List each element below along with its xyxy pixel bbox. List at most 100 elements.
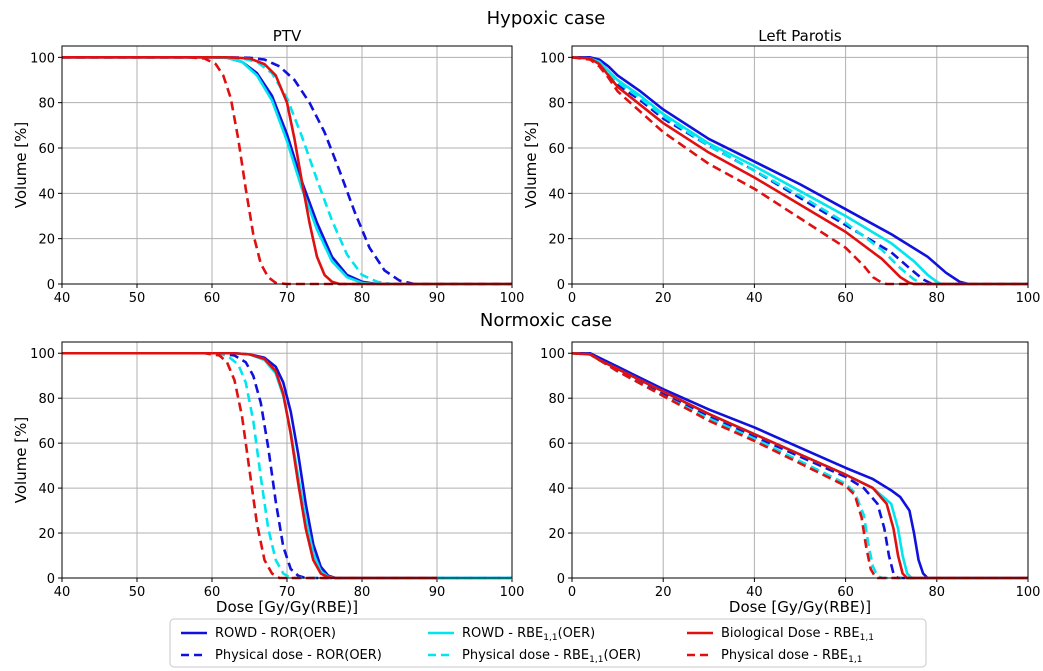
y-tick-label: 60 [548, 437, 565, 452]
x-tick-label: 60 [204, 585, 221, 600]
axes-frame [61, 341, 513, 579]
y-tick-label: 0 [47, 278, 55, 293]
x-tick-label: 40 [54, 585, 71, 600]
y-tick-label: 40 [38, 187, 55, 202]
series-line-4 [571, 351, 1028, 580]
legend-entry: Biological Dose - RBE1,1 [721, 626, 874, 643]
x-tick-label: 50 [129, 291, 146, 306]
series-line-3 [571, 351, 1028, 580]
x-tick-label: 90 [429, 291, 446, 306]
legend-label: Physical dose - RBE [721, 648, 848, 663]
series-line-4 [571, 56, 1028, 286]
panel-normoxic-left-parotis: 0 20 40 60 80 100 0 20 40 60 80 100 Dose [Gy/Gy(RBE)… [540, 341, 1041, 616]
x-tick-label: 50 [129, 585, 146, 600]
legend-label: ROWD - ROR(OER) [215, 626, 336, 641]
x-axis-label: Dose [Gy/Gy(RBE)] [216, 598, 358, 616]
y-tick-label: 40 [38, 482, 55, 497]
legend-entry: Physical dose - ROR(OER) [215, 648, 382, 663]
x-tick-label: 80 [354, 291, 371, 306]
x-tick-label: 80 [929, 585, 946, 600]
y-tick-label: 80 [548, 97, 565, 112]
x-tick-label: 60 [837, 585, 854, 600]
x-tick-label: 100 [500, 291, 525, 306]
x-tick-label: 100 [1016, 585, 1041, 600]
y-tick-label: 40 [548, 187, 565, 202]
hypoxic-title: Hypoxic case [487, 8, 606, 29]
x-tick-label: 90 [429, 585, 446, 600]
series-line-1 [62, 351, 512, 580]
y-tick-label: 80 [38, 392, 55, 407]
y-tick-label: 20 [38, 527, 55, 542]
x-tick-label: 0 [568, 291, 576, 306]
x-tick-label: 20 [655, 291, 672, 306]
y-tick-label: 80 [548, 392, 565, 407]
axes-frame [571, 45, 1029, 285]
series-line-1 [571, 351, 1028, 580]
panel-hypoxic-left-parotis: 0 20 40 60 80 100 0 20 40 60 80 100 Left Parotis Volu… [522, 27, 1040, 306]
panel-hypoxic-ptv: 40 50 60 70 80 90 100 0 20 40 60 80 100 PTV Volume [%] [12, 27, 524, 306]
y-axis-label: Volume [%] [12, 417, 30, 504]
x-tick-label: 40 [746, 585, 763, 600]
x-tick-label: 0 [568, 585, 576, 600]
axes-frame [571, 341, 1029, 579]
legend-frame [169, 618, 927, 668]
y-tick-label: 20 [38, 233, 55, 248]
legend-entry: ROWD - RBE1,1(OER) [462, 626, 595, 643]
y-tick-label: 0 [557, 278, 565, 293]
legend-subscript: 1,1 [848, 655, 862, 665]
y-axis-label: Volume [%] [522, 122, 540, 209]
y-tick-label: 40 [548, 482, 565, 497]
x-tick-label: 100 [1016, 291, 1041, 306]
legend-entry: Physical dose - RBE1,1 [721, 648, 862, 665]
x-tick-label: 100 [500, 585, 525, 600]
legend-entry: Physical dose - RBE1,1(OER) [462, 648, 641, 665]
x-tick-label: 80 [929, 291, 946, 306]
series-line-5 [62, 56, 512, 286]
panel-title: Left Parotis [758, 27, 842, 45]
x-tick-label: 60 [837, 291, 854, 306]
x-axis-label: Dose [Gy/Gy(RBE)] [729, 598, 871, 616]
x-tick-label: 60 [204, 291, 221, 306]
legend-subscript: 1,1 [860, 633, 874, 643]
legend-label: Physical dose - ROR(OER) [215, 648, 382, 663]
legend-label: Physical dose - RBE [462, 648, 589, 663]
legend-label: ROWD - RBE [462, 626, 543, 641]
y-tick-label: 0 [557, 572, 565, 587]
series-line-4 [62, 351, 437, 580]
panel-title: PTV [273, 27, 302, 45]
y-tick-label: 100 [30, 347, 55, 362]
legend-label-tail: (OER) [558, 626, 596, 641]
x-tick-label: 70 [279, 291, 296, 306]
y-tick-label: 20 [548, 233, 565, 248]
legend-subscript: 1,1 [589, 655, 603, 665]
y-tick-label: 60 [38, 142, 55, 157]
series-line-5 [571, 351, 1028, 580]
series-line-0 [572, 351, 1028, 580]
y-tick-label: 80 [38, 97, 55, 112]
y-axis-label: Volume [%] [12, 122, 30, 209]
y-tick-label: 100 [540, 51, 565, 66]
legend: ROWD - ROR(OER) Physical dose - ROR(OER) R… [169, 618, 927, 668]
series-line-1 [62, 56, 512, 286]
legend-subscript: 1,1 [543, 633, 557, 643]
y-tick-label: 60 [548, 142, 565, 157]
y-tick-label: 60 [38, 437, 55, 452]
normoxic-title: Normoxic case [480, 310, 612, 331]
series-line-5 [571, 56, 1028, 286]
series-line-0 [572, 56, 1028, 286]
legend-label-tail: (OER) [603, 648, 641, 663]
series-line-5 [62, 351, 437, 580]
series-line-4 [62, 56, 512, 286]
panel-normoxic-ptv: 40 50 60 70 80 90 100 0 20 40 60 80 100 Dose [Gy/Gy(R… [12, 341, 525, 616]
axes-frame [61, 45, 513, 285]
y-tick-label: 100 [540, 347, 565, 362]
x-tick-label: 40 [746, 291, 763, 306]
series-line-2 [571, 351, 1028, 580]
x-tick-label: 40 [54, 291, 71, 306]
legend-label: Biological Dose - RBE [721, 626, 860, 641]
y-tick-label: 0 [47, 572, 55, 587]
x-tick-label: 20 [655, 585, 672, 600]
x-tick-label: 80 [354, 585, 371, 600]
y-tick-label: 100 [30, 51, 55, 66]
